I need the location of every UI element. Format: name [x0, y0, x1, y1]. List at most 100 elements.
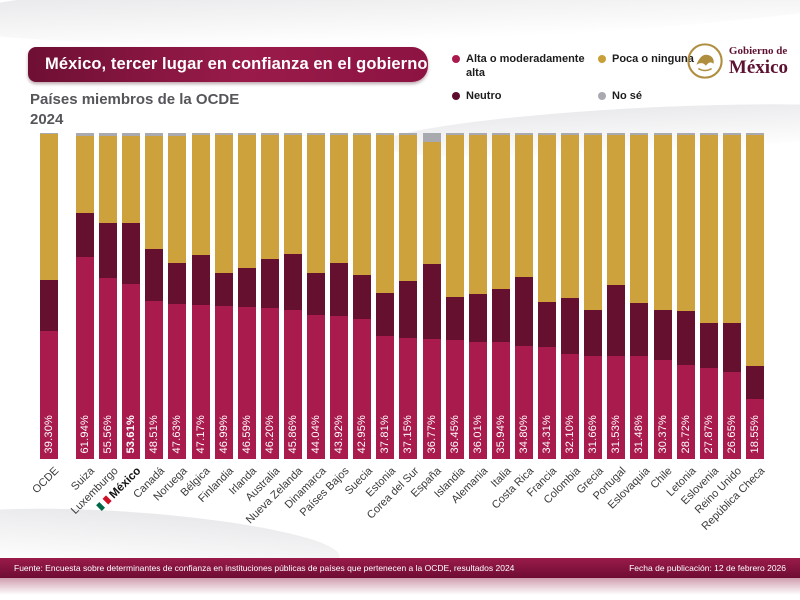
segment-neutro [122, 222, 141, 285]
stacked-bar: 37.81% [376, 133, 395, 459]
segment-neutro [722, 322, 741, 373]
segment-nose [514, 133, 533, 135]
segment-alta [191, 305, 210, 459]
segment-nose [468, 133, 487, 135]
bar-value-label: 34.80% [517, 415, 530, 454]
segment-neutro [307, 272, 325, 316]
chart-subtitle: Países miembros de la OCDE 2024 [30, 90, 239, 131]
segment-nose [722, 133, 741, 135]
segment-alta [260, 308, 279, 459]
segment-nose [376, 133, 395, 135]
segment-nose [214, 133, 233, 135]
segment-alta [283, 309, 302, 459]
segment-neutro [214, 272, 233, 306]
segment-nose [561, 133, 580, 135]
segment-alta [468, 341, 487, 459]
stacked-bar: 31.53% [607, 133, 626, 459]
segment-poca [722, 134, 741, 323]
segment-neutro [422, 264, 441, 340]
stacked-bar: 48.51% [145, 133, 164, 459]
segment-poca [260, 134, 279, 260]
segment-alta [561, 354, 580, 459]
bar-value-label: 27.87% [702, 415, 715, 454]
segment-alta [514, 345, 533, 459]
stacked-bar: 32.10% [561, 133, 580, 459]
title-banner: México, tercer lugar en confianza en el … [28, 47, 428, 82]
segment-neutro [376, 293, 395, 336]
segment-neutro [584, 310, 603, 356]
segment-alta [491, 341, 510, 459]
bar-value-label: 31.53% [610, 415, 623, 454]
bar-value-label: 45.86% [286, 415, 299, 454]
segment-neutro [330, 263, 349, 316]
segment-poca [561, 134, 580, 299]
legend-label-nose: No sé [612, 89, 642, 102]
bar-value-label: 31.66% [587, 415, 600, 454]
segment-poca [40, 134, 58, 281]
bar-value-label: 26.65% [725, 415, 738, 454]
eagle-seal-icon [687, 43, 723, 79]
segment-neutro [745, 365, 764, 399]
segment-poca [468, 134, 487, 295]
stacked-bar: 37.15% [399, 133, 418, 459]
segment-nose [168, 133, 187, 136]
bar-value-label: 35.94% [494, 415, 507, 454]
segment-poca [745, 134, 764, 366]
segment-alta [630, 356, 649, 459]
bar-value-label: 31.48% [633, 415, 646, 454]
stacked-bar: 47.17% [191, 133, 210, 459]
segment-neutro [653, 310, 672, 360]
segment-nose [76, 133, 94, 136]
bar-value-label: 44.04% [310, 415, 322, 454]
segment-neutro [99, 222, 118, 278]
segment-alta [307, 315, 325, 459]
segment-poca [99, 135, 118, 223]
bar-value-label: 39.30% [43, 415, 55, 454]
segment-poca [76, 135, 94, 214]
bar-value-label: 53.61% [125, 415, 138, 454]
stacked-bar: 61.94% [76, 133, 94, 459]
segment-neutro [399, 280, 418, 338]
segment-alta [653, 360, 672, 459]
legend-item-poca: Poca o ninguna [598, 53, 694, 81]
bar-value-label: 36.45% [448, 415, 461, 454]
segment-nose [538, 133, 556, 135]
segment-poca [122, 135, 141, 223]
segment-poca [607, 134, 626, 286]
bar-value-label: 28.72% [679, 415, 692, 454]
segment-neutro [76, 213, 94, 258]
segment-nose [283, 133, 302, 135]
stacked-bar: 55.56% [99, 133, 118, 459]
segment-poca [653, 134, 672, 311]
segment-poca [584, 134, 603, 311]
segment-neutro [168, 263, 187, 304]
bar-value-label: 18.55% [748, 415, 761, 454]
stacked-bar: 45.86% [283, 133, 302, 459]
segment-poca [191, 134, 210, 256]
segment-poca [445, 135, 464, 297]
stacked-bar: 36.01% [468, 133, 487, 459]
country-label: OCDE [30, 465, 62, 496]
segment-poca [699, 134, 718, 323]
segment-poca [491, 134, 510, 290]
segment-alta [168, 303, 187, 459]
segment-poca [330, 134, 349, 264]
footer-bar: Fuente: Encuesta sobre determinantes de … [0, 558, 800, 578]
bar-value-label: 47.17% [194, 415, 207, 454]
legend-label-neutro: Neutro [466, 89, 502, 102]
segment-nose [653, 133, 672, 135]
segment-poca [376, 134, 395, 294]
stacked-bar: 18.55% [745, 133, 764, 459]
segment-alta [99, 277, 118, 459]
bar-value-label: 37.15% [402, 415, 415, 454]
stacked-bar: 46.59% [237, 133, 256, 459]
segment-neutro [514, 276, 533, 346]
stacked-bar: 26.65% [722, 133, 741, 459]
segment-neutro [237, 268, 256, 308]
page-title: México, tercer lugar en confianza en el … [45, 55, 428, 73]
stacked-bar: 44.04% [307, 133, 325, 459]
logo-line1: Gobierno de [728, 44, 788, 57]
stacked-bar: 47.63% [168, 133, 187, 459]
segment-nose [237, 133, 256, 135]
